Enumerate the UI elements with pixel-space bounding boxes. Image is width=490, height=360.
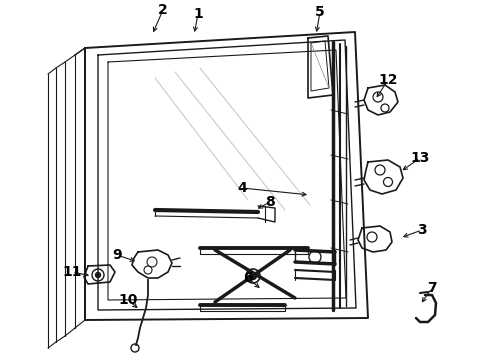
Text: 1: 1 <box>193 7 203 21</box>
Circle shape <box>96 273 100 278</box>
Circle shape <box>249 273 256 279</box>
Text: 4: 4 <box>237 181 247 195</box>
Text: 10: 10 <box>118 293 138 307</box>
Text: 8: 8 <box>265 195 275 209</box>
Text: 6: 6 <box>243 271 253 285</box>
Text: 7: 7 <box>427 281 437 295</box>
Text: 12: 12 <box>378 73 398 87</box>
Text: 2: 2 <box>158 3 168 17</box>
Text: 13: 13 <box>410 151 430 165</box>
Text: 9: 9 <box>112 248 122 262</box>
Text: 11: 11 <box>62 265 82 279</box>
Text: 5: 5 <box>315 5 325 19</box>
Text: 3: 3 <box>417 223 427 237</box>
